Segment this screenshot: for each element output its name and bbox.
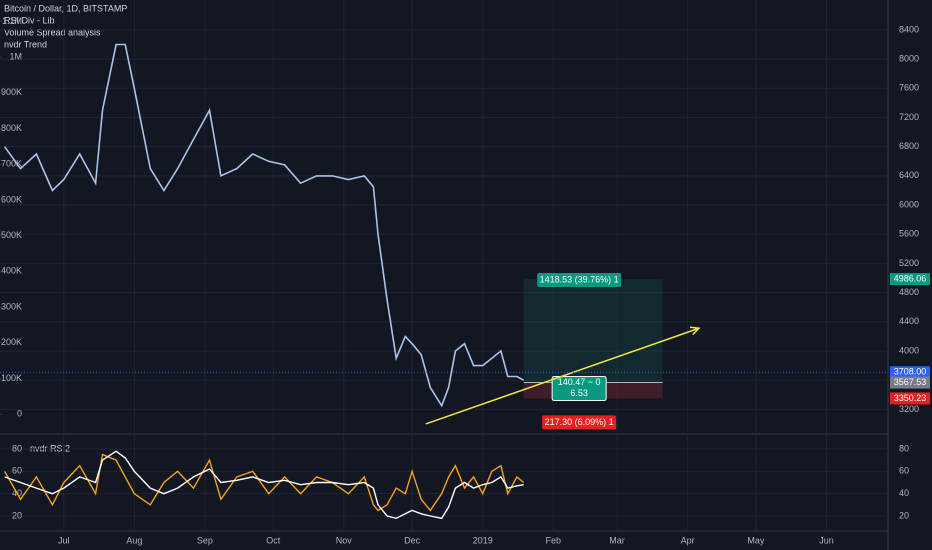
x-tick-label: Jul (58, 535, 70, 545)
y2-tick-label: 800K (1, 123, 22, 133)
y-tick-label: 5200 (899, 258, 919, 268)
y-tick-label: 8400 (899, 24, 919, 34)
x-tick-label: Apr (681, 535, 695, 545)
y-tick-label: 5600 (899, 229, 919, 239)
price-tag (890, 376, 930, 389)
y2-tick-label: 1.1M (2, 16, 22, 26)
x-tick-label: May (747, 535, 765, 545)
y2-tick-label: 700K (1, 159, 22, 169)
price-tag-label: 3708.00 (894, 367, 927, 377)
y-tick-label: 7200 (899, 112, 919, 122)
indicator-label: RSI Div - Lib (4, 15, 55, 25)
y-tick-label: 4000 (899, 345, 919, 355)
indicator-label: nvdr RSI2 (30, 443, 70, 453)
y-tick-label: 80 (12, 443, 22, 453)
series-line (4, 450, 524, 520)
x-tick-label: Sep (197, 535, 213, 545)
price-tag-label: 4986.06 (894, 273, 927, 283)
y2-tick-label: 300K (1, 301, 22, 311)
y-tick-label: 6400 (899, 170, 919, 180)
label-box (537, 273, 622, 288)
y2-tick-label: 400K (1, 266, 22, 276)
x-tick-label: Nov (336, 535, 353, 545)
y-tick-label: 6000 (899, 199, 919, 209)
y2-tick-label: 200K (1, 337, 22, 347)
y-tick-label: 6800 (899, 141, 919, 151)
price-tag-label: 3350.23 (894, 393, 927, 403)
chart-title: Bitcoin / Dollar, 1D, BITSTAMP (4, 3, 127, 13)
trendline (425, 327, 700, 425)
y-tick-label: 60 (899, 466, 909, 476)
x-tick-label: Aug (126, 535, 142, 545)
y-tick-label: 7600 (899, 83, 919, 93)
x-tick-label: Feb (546, 535, 562, 545)
center-label: 6.53 (570, 388, 588, 398)
y-tick-label: 60 (12, 466, 22, 476)
y2-tick-label: 100K (1, 373, 22, 383)
x-tick-label: Jun (819, 535, 834, 545)
y2-tick-label: 500K (1, 230, 22, 240)
label-box (542, 415, 617, 430)
price-tag (890, 273, 930, 286)
price-tag-label: 3567.53 (894, 377, 927, 387)
x-tick-label: 2019 (473, 535, 493, 545)
y2-tick-label: 0 (17, 409, 22, 419)
series-line (3, 43, 525, 408)
y-tick-label: 8000 (899, 53, 919, 63)
y-tick-label: 4800 (899, 287, 919, 297)
stop-label: 217.30 (6.09%) 1 (545, 417, 614, 427)
x-tick-label: Mar (609, 535, 625, 545)
price-tag (890, 366, 930, 379)
center-label: 140.47 ~ 0 (558, 377, 601, 387)
indicator-label: nvdr Trend (4, 39, 47, 49)
price-tag (890, 392, 930, 405)
label-box (551, 376, 607, 402)
target-label: 1418.53 (39.76%) 1 (540, 274, 619, 284)
y2-tick-label: 600K (1, 194, 22, 204)
y-tick-label: 80 (899, 443, 909, 453)
y-tick-label: 20 (899, 510, 909, 520)
x-tick-label: Oct (266, 535, 281, 545)
y-tick-label: 3200 (899, 404, 919, 414)
y2-tick-label: 1M (9, 51, 22, 61)
y2-tick-label: 900K (1, 87, 22, 97)
y-tick-label: 4400 (899, 316, 919, 326)
x-tick-label: Dec (404, 535, 421, 545)
arrow-head (690, 326, 701, 336)
indicator-label: Volume Spread analysis (4, 27, 101, 37)
y-tick-label: 40 (899, 488, 909, 498)
y-tick-label: 20 (12, 510, 22, 520)
target-zone (523, 279, 663, 383)
